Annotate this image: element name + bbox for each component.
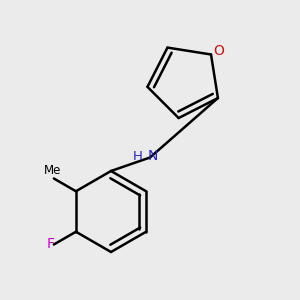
Text: H: H xyxy=(133,149,142,163)
Text: O: O xyxy=(213,44,224,58)
Text: N: N xyxy=(147,149,158,163)
Text: F: F xyxy=(46,238,54,251)
Text: Me: Me xyxy=(44,164,61,177)
